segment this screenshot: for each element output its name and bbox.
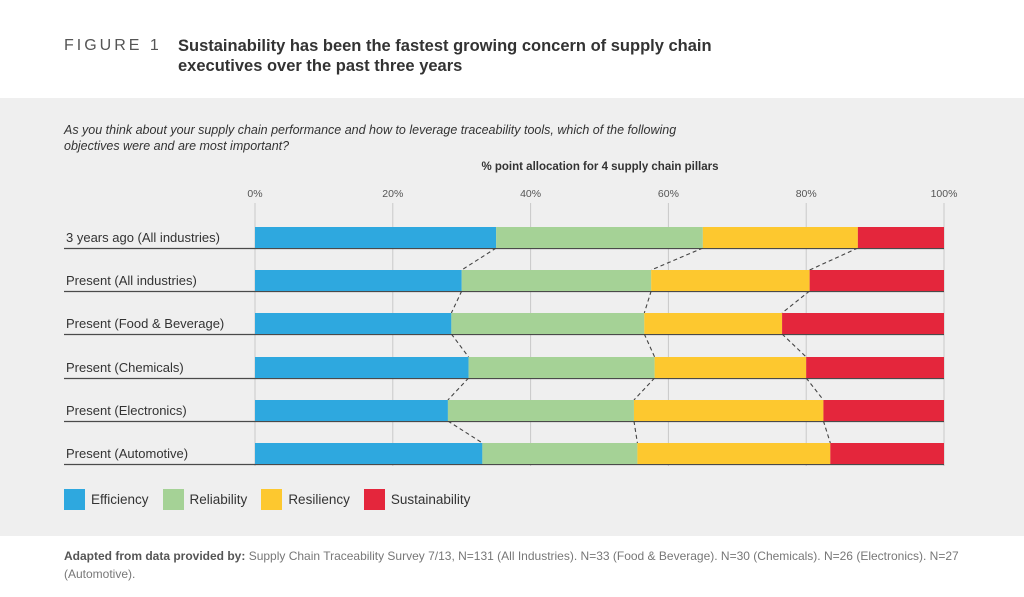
x-tick-label: 40%	[520, 188, 541, 200]
connector-line	[450, 290, 463, 314]
source-text: Supply Chain Traceability Survey 7/13, N…	[64, 549, 959, 581]
legend-item-resiliency: Resiliency	[261, 489, 350, 510]
bar-segment-efficiency-present-electronics	[255, 400, 448, 421]
bar-segment-resiliency-3-years-ago-all-industries	[702, 227, 858, 248]
bar-segment-resiliency-present-all-industries	[651, 270, 810, 291]
bar-segment-reliability-present-chemicals	[468, 357, 655, 378]
legend-label-resiliency: Resiliency	[288, 492, 350, 507]
legend-label-reliability: Reliability	[189, 492, 248, 507]
x-tick-label: 20%	[382, 188, 403, 200]
survey-question: As you think about your supply chain per…	[64, 123, 677, 153]
bar-segment-efficiency-present-chemicals	[255, 357, 469, 378]
bar-segment-sustainability-present-electronics	[823, 400, 944, 421]
legend-item-sustainability: Sustainability	[363, 489, 471, 510]
x-tick-label: 80%	[796, 188, 817, 200]
bar-segment-sustainability-present-automotive	[830, 443, 944, 464]
connector-line	[447, 377, 469, 401]
connector-line	[650, 247, 704, 271]
legend-item-reliability: Reliability	[162, 489, 248, 510]
figure-title: Sustainability has been the fastest grow…	[178, 37, 712, 75]
source-note: Adapted from data provided by: Supply Ch…	[64, 547, 964, 583]
bar-segment-sustainability-3-years-ago-all-industries	[857, 227, 944, 248]
bar-segment-efficiency-present-all-industries	[255, 270, 462, 291]
bar-segment-efficiency-present-food-beverage	[255, 313, 452, 334]
legend-label-efficiency: Efficiency	[91, 492, 149, 507]
legend-swatch-sustainability	[363, 489, 385, 510]
bar-segment-resiliency-present-food-beverage	[644, 313, 783, 334]
connector-line	[781, 333, 807, 358]
bar-segment-reliability-present-electronics	[447, 400, 634, 421]
connector-line	[805, 377, 824, 401]
bar-segment-sustainability-present-chemicals	[806, 357, 944, 378]
row-label-present-chemicals: Present (Chemicals)	[66, 360, 184, 375]
connector-line	[633, 420, 638, 444]
legend-label-sustainability: Sustainability	[390, 492, 471, 507]
row-label-present-automotive: Present (Automotive)	[66, 446, 188, 461]
source-label: Adapted from data provided by:	[64, 549, 246, 563]
x-tick-label: 100%	[931, 188, 958, 200]
bar-segment-reliability-present-all-industries	[461, 270, 652, 291]
legend-swatch-resiliency	[261, 489, 283, 510]
x-tick-label: 0%	[247, 188, 262, 200]
connector-line	[809, 247, 859, 271]
row-label-3-years-ago-all-industries: 3 years ago (All industries)	[66, 230, 220, 245]
connector-line	[643, 290, 652, 314]
connector-line	[447, 420, 483, 444]
bar-segment-resiliency-present-chemicals	[654, 357, 807, 378]
x-tick-label: 60%	[658, 188, 679, 200]
connector-line	[822, 420, 831, 444]
legend-item-efficiency: Efficiency	[64, 489, 149, 510]
chart-legend: Efficiency Reliability Resiliency Sustai…	[64, 489, 484, 510]
connector-line	[461, 247, 497, 271]
bar-segment-efficiency-present-automotive	[255, 443, 483, 464]
connector-line	[450, 333, 470, 358]
legend-swatch-reliability	[162, 489, 184, 510]
connector-line	[643, 333, 656, 358]
bar-segment-reliability-present-automotive	[482, 443, 638, 464]
row-label-present-electronics: Present (Electronics)	[66, 403, 187, 418]
bar-segment-reliability-3-years-ago-all-industries	[496, 227, 703, 248]
bar-segment-reliability-present-food-beverage	[451, 313, 645, 334]
bar-segment-resiliency-present-automotive	[637, 443, 831, 464]
bar-segment-sustainability-present-food-beverage	[782, 313, 944, 334]
chart-title: % point allocation for 4 supply chain pi…	[481, 161, 719, 173]
row-label-present-all-industries: Present (All industries)	[66, 273, 197, 288]
bar-segment-efficiency-3-years-ago-all-industries	[255, 227, 497, 248]
connector-line	[633, 377, 656, 401]
connector-line	[781, 290, 810, 314]
bar-segment-sustainability-present-all-industries	[809, 270, 944, 291]
legend-swatch-efficiency	[64, 489, 85, 510]
bar-segment-resiliency-present-electronics	[633, 400, 824, 421]
row-label-present-food-beverage: Present (Food & Beverage)	[66, 316, 224, 331]
figure-label: FIGURE 1	[64, 37, 162, 54]
